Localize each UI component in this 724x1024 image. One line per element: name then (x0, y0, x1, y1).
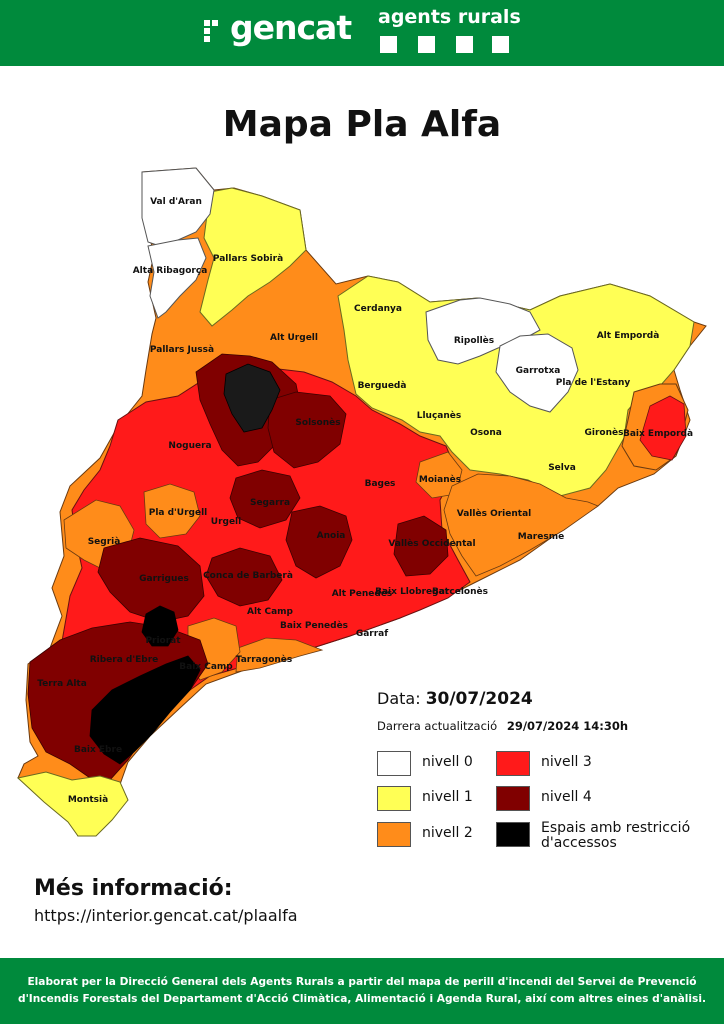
legend-label: Espais amb restricció d'accessos (541, 820, 691, 851)
update-value: 29/07/2024 14:30h (506, 719, 629, 733)
map-region-baix-emporda-nivell-3 (639, 395, 687, 461)
label-barcelones: Barcelonès (432, 586, 488, 597)
map-restricted-alt-urgell (223, 363, 281, 433)
agents-rurals-text: agents rurals (378, 6, 521, 28)
label-alt-emporda: Alt Empordà (597, 331, 660, 341)
header-bar: gencat agents rurals (0, 0, 724, 66)
label-baix-ebre: Baix Ebre (74, 745, 122, 755)
label-terra-alta: Terra Alta (37, 679, 87, 689)
map-region-montsia-nivell-1 (16, 771, 129, 837)
gencat-dots-icon (204, 20, 218, 42)
label-garrotxa: Garrotxa (516, 366, 561, 376)
legend-swatch (377, 822, 411, 847)
label-conca-barbera: Conca de Barberà (203, 571, 293, 581)
more-info-title: Més informació: (34, 876, 233, 901)
legend-item-restriccio: Espais amb restricció d'accessos (496, 820, 696, 851)
label-val-daran: Val d'Aran (150, 197, 202, 207)
label-alta-ribagorca: Alta Ribagorça (133, 266, 208, 276)
label-baix-penedes: Baix Penedès (280, 620, 348, 631)
label-garraf: Garraf (356, 629, 388, 639)
map-restricted-priorat (141, 605, 179, 647)
footer-line-2: d'Incendis Forestals del Departament d'A… (17, 993, 707, 1005)
date-value: 30/07/2024 (425, 689, 533, 709)
legend-swatch (496, 751, 530, 776)
page-title: Mapa Pla Alfa (222, 104, 502, 145)
map-segarra-nivell-4 (229, 469, 301, 529)
map-region-alta-ribagorca-nivell-0 (147, 237, 207, 319)
label-selva: Selva (548, 463, 576, 473)
legend-swatch (496, 822, 530, 847)
map-region-garrotxa-nivell-0 (495, 333, 579, 413)
label-urgell: Urgell (211, 517, 241, 527)
map-valles-occ-nivell-4 (393, 515, 449, 577)
label-pla-urgell: Pla d'Urgell (149, 508, 208, 518)
gencat-logo-text: gencat (230, 8, 352, 47)
label-anoia: Anoia (317, 531, 346, 541)
map-pla-urgell-nivell-2 (143, 483, 201, 539)
legend-swatch (377, 786, 411, 811)
label-tarragones: Tarragonès (236, 654, 293, 665)
map-solsones-nivell-4 (267, 391, 347, 469)
more-info-link[interactable]: https://interior.gencat.cat/plaalfa (34, 906, 298, 925)
label-girones: Gironès (585, 427, 624, 438)
label-moianes: Moianès (419, 474, 461, 485)
label-segarra: Segarra (250, 498, 290, 508)
label-valles-occidental: Vallès Occidental (388, 538, 475, 549)
label-alt-camp: Alt Camp (247, 607, 294, 617)
label-baix-camp: Baix Camp (179, 662, 233, 672)
label-cerdanya: Cerdanya (354, 304, 402, 314)
map-region-pallars-sobira-nivell-1 (199, 187, 307, 327)
label-pallars-jussa: Pallars Jussà (150, 345, 214, 355)
update-line: Darrera actualització 29/07/2024 14:30h (377, 719, 628, 733)
label-montsia: Montsià (68, 795, 108, 805)
label-bergueda: Berguedà (358, 381, 407, 391)
label-alt-urgell: Alt Urgell (270, 333, 318, 343)
label-baix-emporda: Baix Empordà (623, 429, 693, 439)
label-noguera: Noguera (168, 441, 211, 451)
label-osona: Osona (470, 428, 502, 438)
legend-label: nivell 2 (422, 825, 473, 841)
label-llucanes: Lluçanès (417, 410, 462, 421)
legend-swatch (496, 786, 530, 811)
legend-label: nivell 4 (541, 789, 592, 805)
update-label: Darrera actualització (377, 719, 498, 733)
legend-label: nivell 3 (541, 754, 592, 770)
label-baix-llobregat: Baix Llobregat (375, 587, 449, 597)
legend-label: nivell 0 (422, 754, 473, 770)
label-garrigues: Garrigues (139, 574, 189, 584)
map-tarragones-nivell-2 (235, 637, 324, 673)
label-segria: Segrià (88, 537, 121, 547)
legend-label: nivell 1 (422, 789, 473, 805)
footer-bar: Elaborat per la Direcció General dels Ag… (0, 958, 724, 1024)
date-line: Data: 30/07/2024 (377, 689, 533, 709)
label-ripolles: Ripollès (454, 335, 494, 346)
map-restricted-south (89, 655, 201, 765)
map-valles-oriental-nivell-2 (443, 473, 599, 577)
map-conca-barbera-nivell-4 (205, 547, 283, 607)
date-label: Data: (377, 689, 421, 708)
legend-swatch (377, 751, 411, 776)
label-priorat: Priorat (145, 636, 181, 646)
label-valles-oriental: Vallès Oriental (457, 508, 531, 519)
label-pla-estany: Pla de l'Estany (556, 378, 631, 388)
label-alt-penedes: Alt Penedès (332, 588, 393, 599)
label-pallars-sobira: Pallars Sobirà (213, 254, 283, 264)
footer-line-1: Elaborat per la Direcció General dels Ag… (27, 976, 697, 988)
map-anoia-nivell-4 (285, 505, 353, 579)
label-maresme: Maresme (518, 532, 564, 542)
label-ribera-debre: Ribera d'Ebre (90, 655, 159, 665)
agents-rurals-logo: agents rurals (378, 6, 521, 54)
catalonia-fire-risk-map: Val d'Aran Alta Ribagorça Pallars Sobirà… (16, 167, 707, 837)
map-garrigues-nivell-4 (97, 537, 205, 623)
label-solsones: Solsonès (295, 417, 340, 428)
label-bages: Bages (365, 479, 396, 489)
